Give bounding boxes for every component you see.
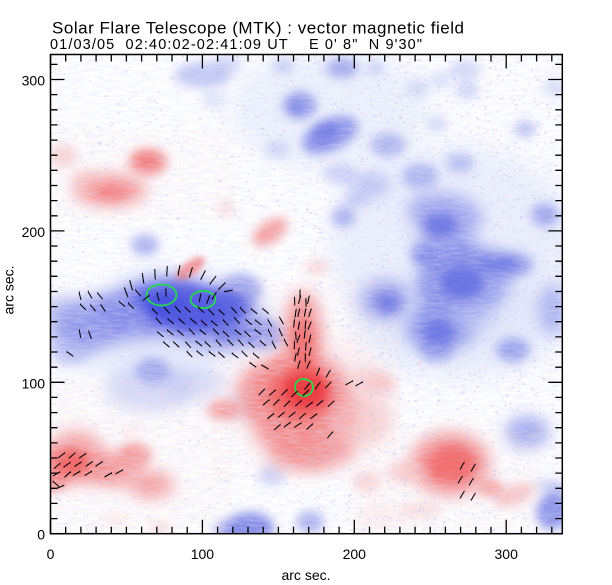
svg-text:arc sec.: arc sec. <box>1 265 17 314</box>
svg-text:0: 0 <box>47 546 55 562</box>
svg-text:300: 300 <box>22 73 46 89</box>
svg-text:200: 200 <box>343 546 367 562</box>
svg-text:arc sec.: arc sec. <box>281 567 330 583</box>
svg-text:300: 300 <box>495 546 519 562</box>
svg-text:200: 200 <box>22 224 46 240</box>
svg-text:0: 0 <box>37 527 45 543</box>
svg-text:01/03/05 02:40:02-02:41:09 UT: 01/03/05 02:40:02-02:41:09 UT E 0' 8" N … <box>50 37 422 53</box>
svg-text:100: 100 <box>191 546 215 562</box>
svg-text:100: 100 <box>22 375 46 391</box>
svg-text:Solar Flare Telescope (MTK) :: Solar Flare Telescope (MTK) : vector mag… <box>52 19 464 38</box>
